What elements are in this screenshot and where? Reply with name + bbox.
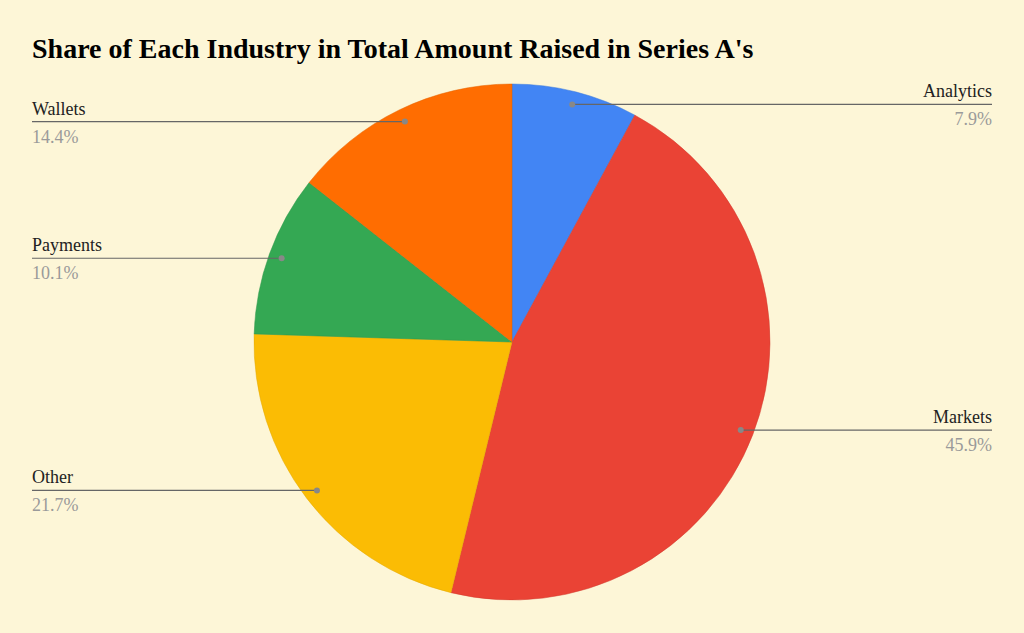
leader-dot — [738, 427, 744, 433]
labels: Analytics 7.9% Markets 45.9% Other 21.7% Payme… — [32, 81, 992, 515]
slice-label: Wallets — [32, 99, 86, 119]
pie — [254, 84, 770, 600]
slice — [309, 84, 512, 342]
leader-line — [741, 429, 992, 430]
leader-dot — [402, 119, 408, 125]
leader-dot — [569, 101, 575, 107]
leader-line — [32, 258, 282, 259]
chart: Share of Each Industry in Total Amount R… — [0, 0, 1024, 633]
data-label: 10.1% — [32, 263, 79, 283]
slice-label: Other — [32, 467, 73, 487]
leader-dot — [314, 487, 320, 493]
leader-dot — [279, 255, 285, 261]
data-label: 21.7% — [32, 495, 79, 515]
background — [0, 0, 1024, 633]
leader-line — [32, 490, 317, 491]
data-label: 7.9% — [955, 109, 993, 129]
slice-label: Payments — [32, 235, 102, 255]
slice — [254, 334, 512, 593]
leader-line — [572, 104, 992, 105]
slice-label: Markets — [933, 407, 992, 427]
data-label: 14.4% — [32, 127, 79, 147]
slice-label: Analytics — [923, 81, 992, 101]
leader-line — [32, 121, 405, 122]
data-label: 45.9% — [946, 435, 993, 455]
title: Share of Each Industry in Total Amount R… — [32, 33, 754, 64]
